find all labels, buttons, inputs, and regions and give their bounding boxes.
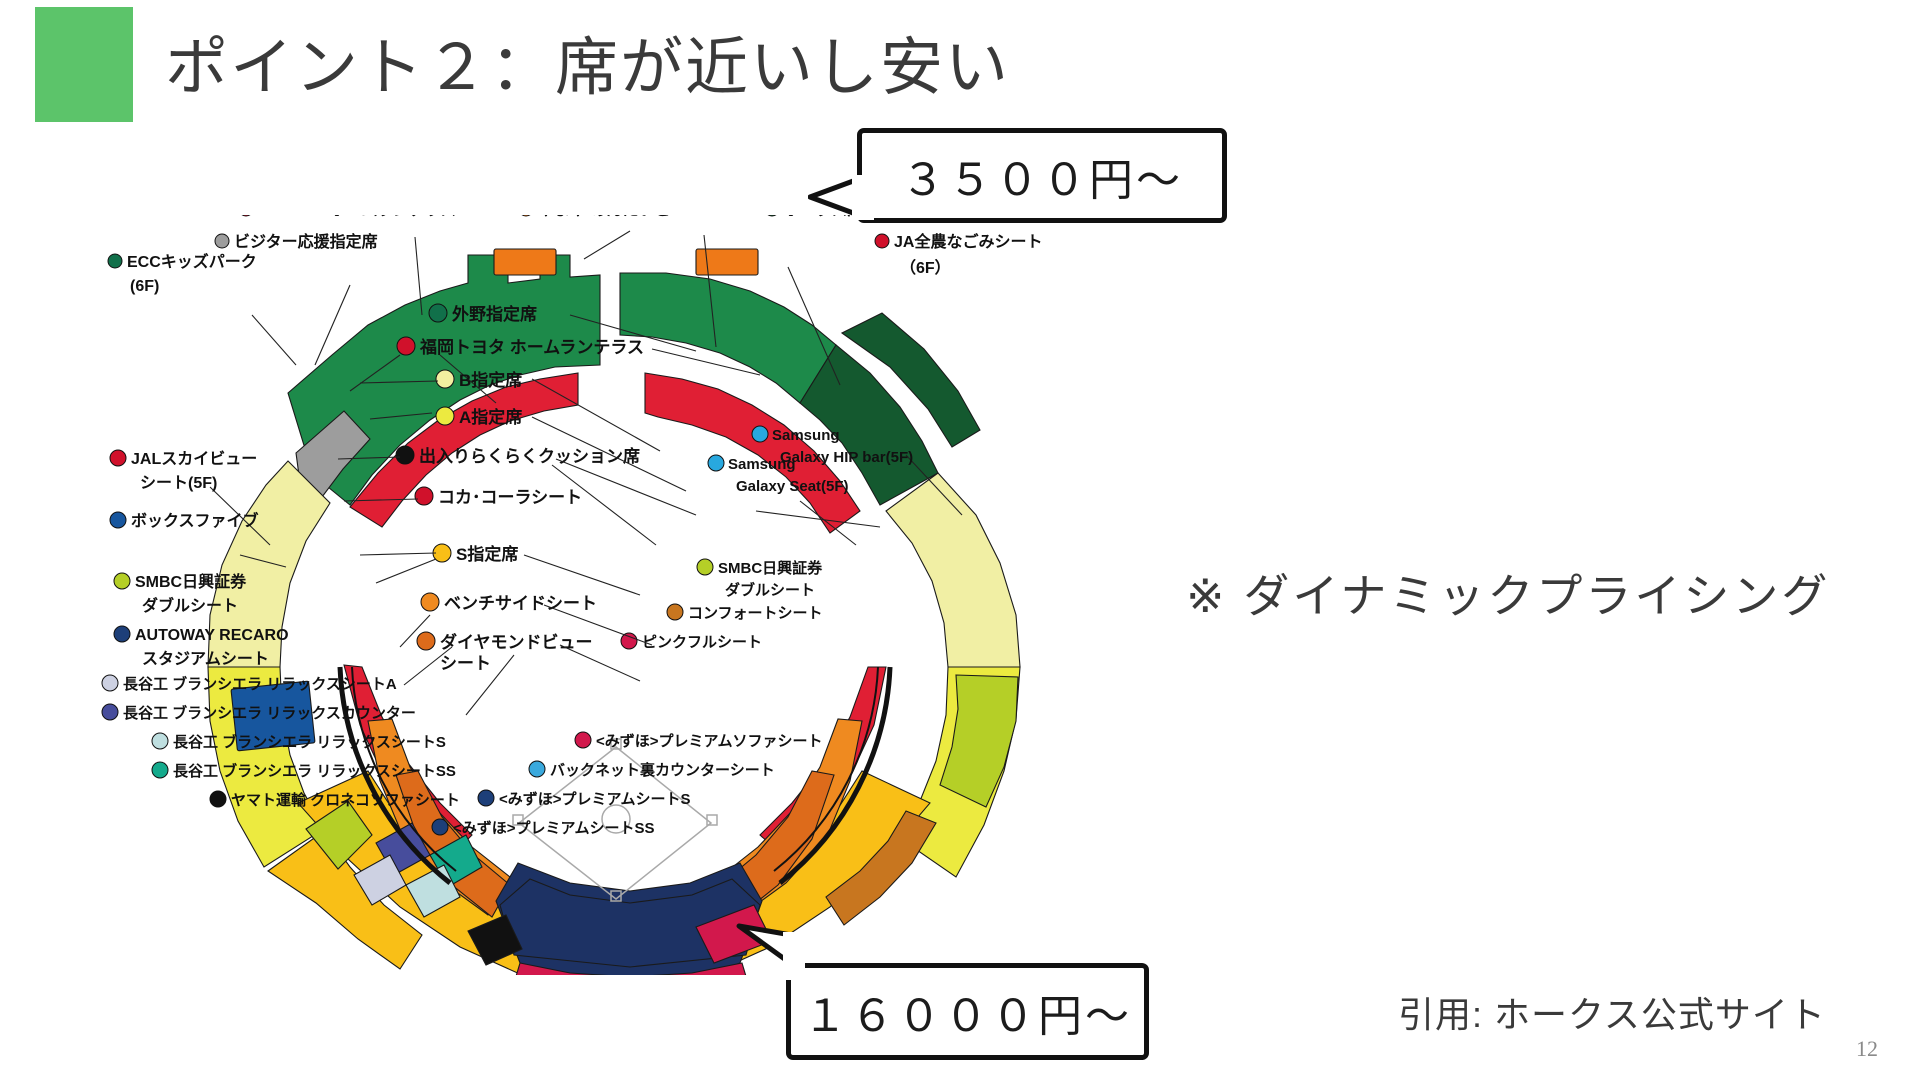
legend-label: SMBC日興証券 (718, 559, 823, 577)
legend-label: ダブルシート (142, 596, 238, 615)
stadium-seating-map: SANKYU ホームランテラス やまや めんたいこBOX ホークス応援指定席 J… (100, 215, 1160, 975)
legend-label: <みずほ>プレミアムシートSS (453, 819, 654, 837)
legend-label: A指定席 (459, 407, 522, 427)
legend-label: 長谷工 ブランシエラ リラックスシートA (123, 675, 397, 693)
legend-label: 長谷工 ブランシエラ リラックスシートSS (173, 762, 456, 780)
legend-label: シート(5F) (140, 475, 217, 492)
legend-label: 出入りらくらくクッション席 (419, 446, 640, 466)
callout-price-low: ３５００円〜 (857, 128, 1227, 223)
legend-label: 福岡トヨタ ホームランテラス (419, 337, 644, 357)
legend-label: ベンチサイドシート (444, 594, 597, 613)
page-number: 12 (1856, 1036, 1878, 1061)
legend-label: ダブルシート (725, 581, 815, 599)
legend-label: Samsung (728, 456, 796, 473)
legend-label: シート (440, 654, 491, 673)
legend-label: ダイヤモンドビュー (440, 632, 593, 652)
legend-label: ビジター応援指定席 (234, 232, 378, 251)
legend-label: ピンクフルシート (642, 634, 762, 651)
legend-label: (6F) (130, 278, 159, 295)
legend-group: SANKYU ホームランテラス やまや めんたいこBOX ホークス応援指定席 J… (101, 215, 1042, 837)
legend-label: SANKYU ホームランテラス (258, 215, 456, 219)
legend-label: コカ･コーラシート (438, 488, 582, 507)
stadium-seat-rings (207, 248, 1021, 975)
legend-label: Galaxy HIP bar(5F) (780, 449, 913, 466)
legend-label: Samsung (772, 427, 840, 444)
legend-label: <みずほ>プレミアムソファシート (596, 732, 822, 750)
callout-price-high: １６０００円〜 (786, 963, 1149, 1060)
legend-label: <みずほ>プレミアムシートS (499, 790, 690, 808)
callout-price-high-text: １６０００円〜 (803, 991, 1132, 1041)
legend-label: SMBC日興証券 (135, 572, 247, 591)
legend-label: Galaxy Seat(5F) (736, 478, 849, 495)
legend-label: （6F） (900, 259, 951, 277)
legend-label: バックネット裏カウンターシート (550, 761, 775, 779)
legend-label: B指定席 (459, 370, 522, 390)
legend-label: ヤマト運輸 クロネコソファシート (231, 791, 460, 809)
title-accent-bar (35, 7, 133, 122)
legend-label: コンフォートシート (688, 605, 823, 622)
leader-lines (209, 230, 963, 568)
legend-label: 外野指定席 (452, 304, 537, 324)
citation-text: 引用: ホークス公式サイト (1398, 994, 1826, 1035)
callout-price-low-text: ３５００円〜 (901, 155, 1183, 205)
page-title: ポイント２：席が近いし安い (165, 33, 1010, 103)
callout-bottom-tail (736, 923, 805, 980)
inner-leader-lines (337, 314, 761, 716)
legend-label: 長谷工 ブランシエラ リラックスカウンター (123, 704, 416, 722)
legend-label: JALスカイビュー (131, 450, 257, 468)
legend-label: やまや めんたいこBOX (538, 215, 705, 219)
legend-label: スタジアムシート (142, 650, 269, 668)
legend-label: S指定席 (456, 544, 518, 564)
legend-label: AUTOWAY RECARO (135, 627, 289, 644)
legend-label: 長谷工 ブランシエラ リラックスシートS (173, 733, 446, 751)
callout-top-tail (808, 175, 874, 220)
dynamic-pricing-note: ※ ダイナミックプライシング (1186, 570, 1831, 622)
legend-label: ECCキッズパーク (127, 252, 257, 271)
legend-label: ボックスファイブ (131, 511, 259, 530)
legend-label: JA全農なごみシート (894, 232, 1042, 251)
